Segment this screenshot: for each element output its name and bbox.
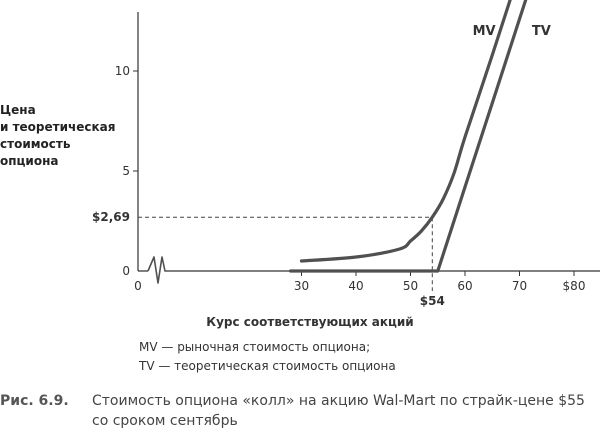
- reference-x-label: $54: [420, 294, 445, 308]
- x-tick-label: $80: [563, 279, 586, 293]
- reference-y-label: $2,69: [92, 210, 130, 224]
- y-tick-label: 0: [122, 264, 130, 278]
- x-tick-label: 60: [457, 279, 472, 293]
- series-label-tv: TV: [532, 24, 551, 39]
- legend-tv: TV — теоретическая стоимость опциона: [139, 359, 396, 373]
- x-tick-label: 70: [512, 279, 527, 293]
- series-line-mv: [299, 0, 512, 263]
- series-line-tv: [289, 0, 528, 273]
- series-label-mv: MV: [473, 24, 496, 39]
- option-value-chart: 03040506070$8005101520%25$2,69$54MVTVКур…: [92, 0, 600, 329]
- y-tick-label: 5: [122, 164, 130, 178]
- x-axis-title: Курс соответствующих акций: [206, 315, 413, 329]
- x-tick-label: 50: [403, 279, 418, 293]
- x-tick-label: 30: [294, 279, 309, 293]
- x-tick-label: 40: [348, 279, 363, 293]
- axis-break: [147, 256, 168, 284]
- legend: MV — рыночная стоимость опциона; TV — те…: [139, 338, 396, 376]
- x-tick-label: 0: [134, 279, 142, 293]
- figure-label: Рис. 6.9.: [0, 393, 69, 409]
- caption-line-2: со сроком сентябрь: [92, 413, 238, 429]
- caption-line-1: Стоимость опциона «колл» на акцию Wal-Ma…: [92, 393, 585, 409]
- y-axis-label: Цена и теоретическая стоимость опциона: [0, 103, 116, 168]
- y-tick-label: 10: [115, 64, 130, 78]
- legend-mv: MV — рыночная стоимость опциона;: [139, 340, 371, 354]
